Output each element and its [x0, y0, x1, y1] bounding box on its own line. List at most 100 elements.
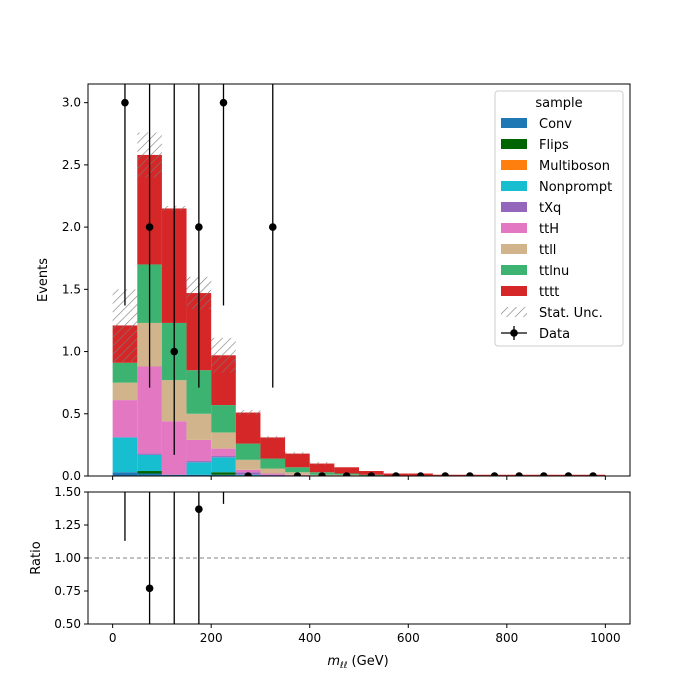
- legend-swatch-txq: [501, 202, 527, 212]
- data-point: [145, 223, 154, 231]
- ratio-points: [124, 492, 225, 633]
- ratio-y-tick-label: 1.25: [54, 518, 81, 532]
- legend-title: sample: [535, 96, 582, 111]
- bar-nonprompt-bin-4: [211, 457, 236, 473]
- bar-nonprompt-bin-3: [186, 462, 212, 475]
- x-tick-label: 800: [495, 631, 518, 645]
- main-y-tick-label: 0.5: [62, 407, 81, 421]
- data-point: [170, 347, 179, 356]
- data-point: [589, 472, 597, 476]
- data-point: [539, 472, 548, 476]
- main-y-tick-label: 2.5: [62, 158, 81, 172]
- legend-label-tttt: tttt: [539, 285, 559, 300]
- bar-ttlnu-bin-4: [211, 405, 236, 433]
- ratio-y-tick-label: 0.50: [54, 617, 81, 631]
- legend-swatch-ttlnu: [501, 265, 527, 275]
- stat-unc-band-bin-6: [260, 436, 286, 439]
- ratio-point: [195, 505, 203, 513]
- main-y-tick-label: 2.0: [62, 220, 81, 234]
- legend-swatch-ttll: [501, 244, 527, 254]
- legend-label-tth: ttH: [539, 222, 559, 237]
- data-point: [367, 472, 376, 476]
- legend-label-data: Data: [539, 327, 570, 342]
- main-plot-frame: [87, 83, 631, 477]
- bar-conv-bin-0: [112, 472, 138, 476]
- bar-nonprompt-bin-1: [137, 454, 162, 472]
- data-point: [293, 472, 302, 476]
- main-y-tick-label: 3.0: [62, 96, 81, 110]
- bar-ttlnu-bin-5: [235, 443, 261, 460]
- stat-unc-band-bin-5: [235, 410, 261, 416]
- data-point: [564, 472, 573, 476]
- x-tick-label: 600: [397, 631, 420, 645]
- legend-label-ttll: ttll: [539, 243, 556, 258]
- legend-frame: [494, 90, 624, 347]
- bar-tttt-bin-6: [260, 437, 286, 459]
- bar-ttlnu-bin-0: [112, 362, 138, 383]
- stat-unc-band-bin-4: [211, 337, 236, 373]
- stat-unc-band-bin-7: [285, 452, 310, 455]
- bar-tttt-bin-7: [285, 453, 310, 468]
- legend-label-multiboson: Multiboson: [539, 159, 610, 174]
- bar-ttlnu-bin-7: [285, 467, 310, 473]
- ratio-y-tick-label: 0.75: [54, 584, 81, 598]
- bar-ttll-bin-3: [186, 413, 212, 440]
- bar-tth-bin-4: [211, 448, 236, 457]
- main-y-axis-label: Events: [36, 258, 51, 302]
- legend-label-stat-unc: Stat. Unc.: [539, 306, 603, 321]
- legend-label-nonprompt: Nonprompt: [539, 180, 612, 195]
- ratio-y-axis: 0.50 0.75 1.00 1.25 1.50: [54, 485, 88, 631]
- bar-nonprompt-bin-0: [112, 437, 138, 473]
- data-point: [318, 472, 326, 476]
- data-point: [490, 472, 499, 476]
- bar-tttt-bin-8: [309, 463, 335, 473]
- legend-marker-data-point: [510, 329, 518, 337]
- ratio-plot: 0.50 0.75 1.00 1.25 1.50 0 200 400 600 800 1000 R…: [29, 485, 631, 671]
- main-y-tick-label: 1.5: [62, 282, 81, 296]
- legend-label-flips: Flips: [539, 138, 569, 153]
- data-point: [515, 472, 523, 476]
- data-point: [416, 472, 425, 476]
- legend-swatch-tttt: [501, 286, 527, 296]
- x-axis-label-unit: (GeV): [347, 654, 388, 669]
- bar-ttll-bin-0: [112, 382, 138, 401]
- main-y-tick-label: 1.0: [62, 345, 81, 359]
- ratio-point: [170, 625, 178, 633]
- data-point: [441, 472, 450, 476]
- bar-tttt-bin-5: [235, 412, 261, 444]
- bar-ttll-bin-5: [235, 459, 261, 470]
- legend: sample Conv Flips Multiboson Nonprompt tXq ttH…: [494, 90, 624, 347]
- ratio-x-axis: 0 200 400 600 800 1000: [109, 624, 621, 645]
- legend-swatch-flips: [501, 139, 527, 149]
- legend-swatch-tth: [501, 223, 527, 233]
- data-point: [195, 223, 203, 231]
- bar-tth-bin-6: [260, 473, 286, 475]
- main-plot: 0.0 0.5 1.0 1.5 2.0 2.5 3.0 Events sample Conv F…: [36, 83, 631, 483]
- bar-tth-bin-5: [235, 469, 261, 473]
- bar-conv-bin-4: [211, 474, 236, 476]
- legend-swatch-stat-unc: [501, 307, 527, 317]
- bar-txq-bin-4: [211, 456, 236, 458]
- bar-ttll-bin-4: [211, 432, 236, 449]
- legend-label-ttlnu: ttlnu: [539, 264, 569, 279]
- legend-label-txq: tXq: [539, 201, 561, 216]
- legend-label-conv: Conv: [539, 117, 572, 132]
- bar-ttlnu-bin-6: [260, 458, 286, 469]
- bar-conv-bin-3: [186, 474, 212, 476]
- legend-swatch-nonprompt: [501, 181, 527, 191]
- data-points: [121, 84, 597, 476]
- ratio-y-tick-label: 1.00: [54, 551, 81, 565]
- legend-swatch-conv: [501, 118, 527, 128]
- main-x-ticks: [112, 476, 606, 480]
- x-tick-label: 200: [200, 631, 223, 645]
- stat-unc-band-bin-8: [309, 462, 335, 465]
- x-tick-label: 1000: [590, 631, 621, 645]
- main-y-axis: 0.0 0.5 1.0 1.5 2.0 2.5 3.0: [62, 96, 88, 483]
- bar-tth-bin-3: [186, 439, 212, 462]
- bar-txq-bin-6: [260, 474, 286, 476]
- data-point: [244, 472, 252, 476]
- data-point: [392, 472, 400, 476]
- x-tick-label: 0: [109, 631, 117, 645]
- bar-ttll-bin-6: [260, 468, 286, 474]
- x-tick-label: 400: [298, 631, 321, 645]
